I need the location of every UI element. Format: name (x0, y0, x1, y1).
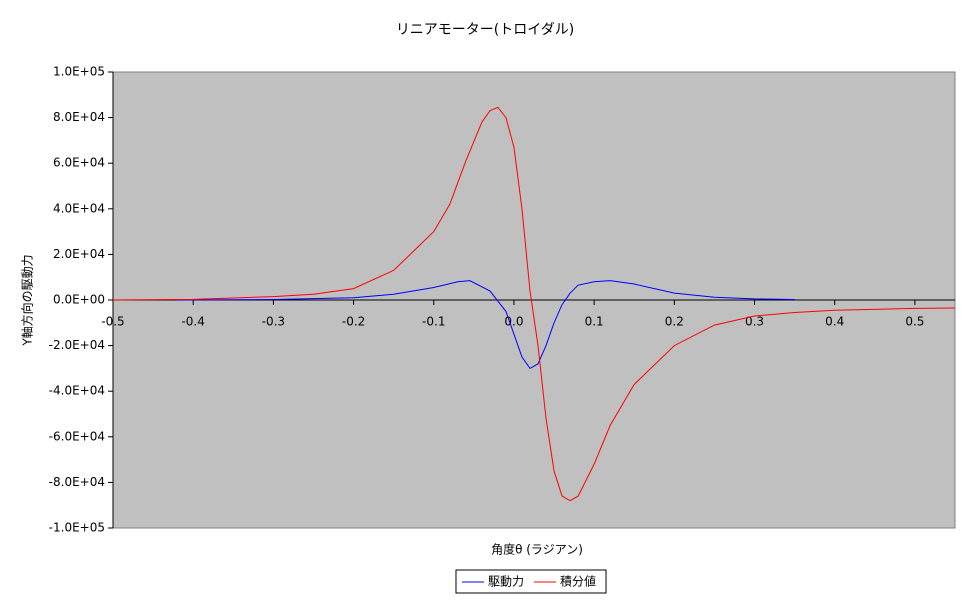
y-tick-label: 4.0E+04 (53, 201, 105, 215)
x-tick-label: 0.0 (504, 315, 523, 329)
series-line (177, 280, 795, 370)
x-tick-label: 0.2 (665, 315, 684, 329)
y-tick-label: 6.0E+04 (53, 156, 105, 170)
x-tick-label: -0.2 (342, 315, 365, 329)
y-tick-label: 0.0E+00 (53, 293, 105, 307)
x-tick-label: 0.3 (745, 315, 764, 329)
x-tick-label: 0.1 (585, 315, 604, 329)
y-tick-label: 1.0E+05 (53, 65, 105, 79)
y-tick-label: 2.0E+04 (53, 247, 105, 261)
chart-title: リニアモーター(トロイダル) (396, 22, 574, 38)
legend-label: 積分値 (560, 574, 596, 589)
y-tick-label: -8.0E+04 (49, 475, 105, 489)
x-tick-label: -0.5 (101, 315, 124, 329)
series-line (112, 106, 956, 502)
x-axis-label: 角度θ (ラジアン) (491, 542, 583, 557)
y-tick-label: 8.0E+04 (53, 110, 105, 124)
y-tick-label: -1.0E+05 (49, 521, 105, 535)
x-tick-label: 0.4 (825, 315, 844, 329)
y-tick-label: -4.0E+04 (49, 384, 105, 398)
y-tick-label: -2.0E+04 (49, 338, 105, 352)
y-tick-label: -6.0E+04 (49, 429, 105, 443)
y-axis-label: Y軸方向の駆動力 (20, 254, 35, 346)
legend-box (455, 569, 607, 594)
legend-label: 駆動力 (488, 575, 524, 589)
x-tick-label: 0.5 (905, 315, 924, 329)
x-tick-label: -0.1 (422, 315, 445, 329)
x-tick-label: -0.4 (181, 315, 204, 329)
x-tick-label: -0.3 (262, 315, 285, 329)
